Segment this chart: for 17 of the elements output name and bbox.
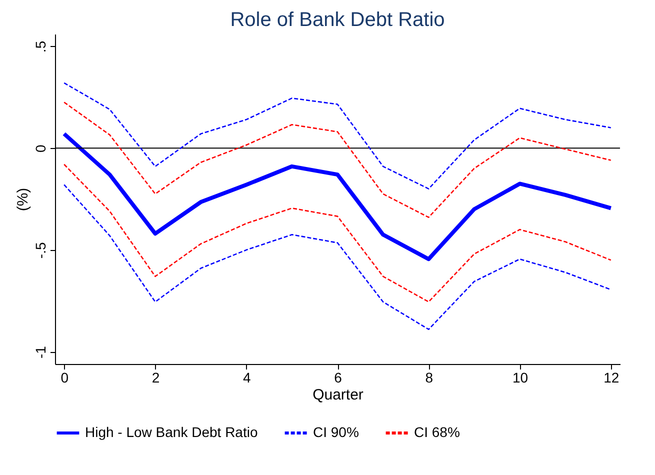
chart-title: Role of Bank Debt Ratio [230,9,445,31]
y-tick-label: .5 [32,40,48,53]
y-tick-label: 0 [32,144,48,152]
x-tick-label: 6 [334,370,342,386]
x-tick-label: 8 [425,370,434,386]
x-tick-label: 2 [152,370,160,386]
y-tick-label: -1 [32,346,48,359]
legend-label: CI 68% [414,424,460,440]
x-tick-label: 0 [60,370,69,386]
y-tick-label: -.5 [32,242,48,259]
x-tick-label: 12 [604,370,620,386]
legend-label: CI 90% [313,424,359,440]
x-tick-label: 10 [512,370,528,386]
legend-label: High - Low Bank Debt Ratio [85,424,258,440]
x-tick-label: 4 [242,370,251,386]
x-axis-title: Quarter [312,386,364,404]
y-axis-title: (%) [14,188,32,212]
